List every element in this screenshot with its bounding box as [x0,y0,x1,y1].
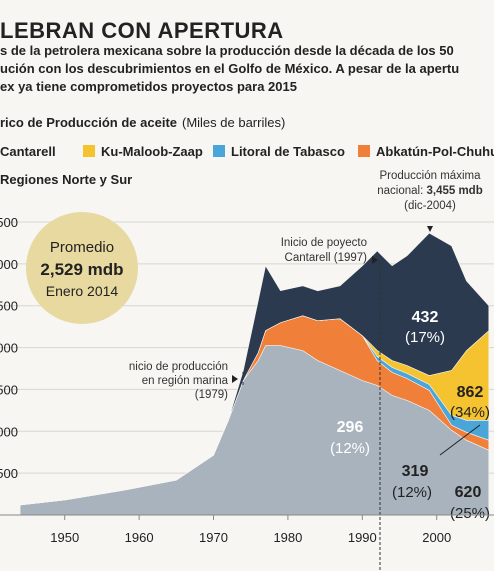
region-share: (25%) [450,505,490,522]
chart-title: rico de Producción de aceite (Miles de ba… [0,115,285,130]
area [20,232,490,506]
region-share: (34%) [450,404,490,421]
region-value: 862 [457,384,484,401]
average-date: Enero 2014 [46,283,119,299]
chart-title-text: rico de Producción de aceite [0,115,177,130]
legend: Cantarell Ku-Maloob-Zaap Litoral de Tabasc… [0,144,494,187]
region-value: 319 [402,463,429,480]
legend-label: Ku-Maloob-Zaap [101,144,203,159]
x-axis: 1950 1960 1970 1980 1990 2000 [0,514,494,545]
average-label: Promedio [50,239,114,256]
region-value: 432 [412,309,439,326]
annotation: Cantarell (1997) [285,252,368,264]
annotation: nacional: 3,455 mdb [377,185,482,197]
y-tick-label: 2,500 [0,299,18,314]
legend-label: Litoral de Tabasco [231,144,345,159]
pointer [439,424,481,456]
region-share: (12%) [330,440,370,457]
annotation: Inicio de poyecto [281,237,367,249]
x-tick-label: 2000 [422,530,451,545]
annotation: Producción máxima [380,170,482,182]
subtitle-line: s de la petrolera mexicana sobre la prod… [0,43,454,58]
region-value: 296 [337,419,364,436]
y-tick-label: 3,000 [0,257,18,272]
y-tick-label: 1,000 [0,424,18,439]
legend-label: Regiones Norte y Sur [0,172,132,187]
peak-arrow [427,226,433,232]
annotation-text: 3,455 mdb [426,185,482,197]
x-tick-label: 1950 [50,530,79,545]
subtitle-line: ex ya tiene comprometidos proyectos para… [0,79,297,94]
annotation: (dic-2004) [404,200,456,212]
annotation: (1979) [195,389,228,401]
legend-swatch [213,145,225,157]
overlays: Promedio 2,529 mdb Enero 2014 Producción… [26,170,490,571]
arrow [232,375,238,383]
average-value: 2,529 mdb [40,260,123,279]
unit: (Miles de barriles) [182,115,285,130]
average-badge [26,212,138,324]
region-share: (17%) [405,329,445,346]
x-tick-label: 1980 [273,530,302,545]
legend-swatch [358,145,370,157]
annotation: en región marina [142,375,229,387]
annotation: nicio de producción [129,361,228,373]
x-tick-label: 1970 [199,530,228,545]
title: LEBRAN CON APERTURA [0,18,284,43]
subtitle-line: ución con los descubrimientos en el Golf… [0,61,459,76]
x-tick-label: 1990 [348,530,377,545]
y-tick-label: 3,500 [0,215,18,230]
arrow [372,256,378,264]
region-share: (12%) [392,484,432,501]
x-tick-label: 1960 [125,530,154,545]
legend-swatch [83,145,95,157]
legend-label: Cantarell [0,144,56,159]
region-value: 620 [455,484,482,501]
y-tick-label: 500 [0,466,18,481]
y-tick-label: 2,000 [0,341,18,356]
annotation-text: nacional: [377,185,426,197]
y-tick-label: 1,500 [0,382,18,397]
legend-label: Abkatún-Pol-Chuhuc [376,144,494,159]
